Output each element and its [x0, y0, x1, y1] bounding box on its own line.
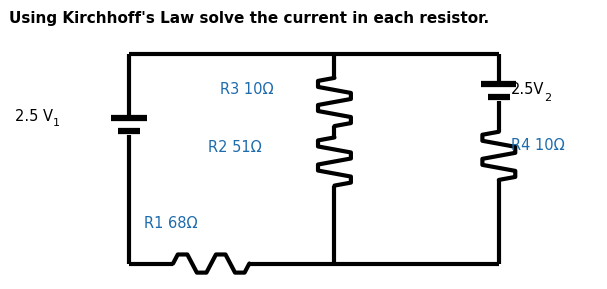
Text: R2 51Ω: R2 51Ω — [208, 140, 262, 155]
Text: 1: 1 — [53, 118, 59, 128]
Text: 2.5 V: 2.5 V — [15, 109, 53, 124]
Text: Using Kirchhoff's Law solve the current in each resistor.: Using Kirchhoff's Law solve the current … — [8, 11, 489, 26]
Text: 2: 2 — [544, 93, 552, 103]
Text: R4 10Ω: R4 10Ω — [510, 138, 564, 153]
Text: 2.5V: 2.5V — [510, 82, 544, 97]
Text: R1 68Ω: R1 68Ω — [144, 216, 197, 231]
Text: R3 10Ω: R3 10Ω — [220, 82, 274, 97]
